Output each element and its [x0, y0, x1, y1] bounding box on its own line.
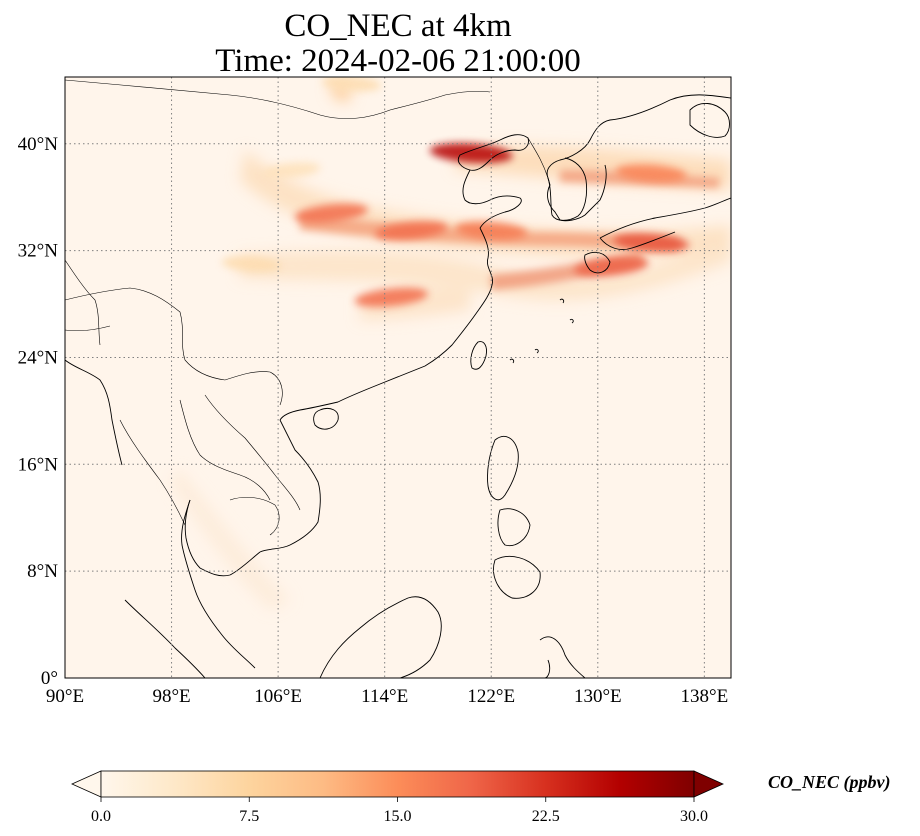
colorbar-extend-high: [693, 770, 724, 798]
vietnam-coastline: [259, 419, 321, 553]
hainan-island: [313, 408, 339, 430]
border-cambodia: [229, 496, 280, 536]
east-china-coastline: [337, 227, 494, 403]
x-tick-label: 122°E: [467, 686, 515, 707]
colorbar-tick-label: 7.5: [239, 808, 259, 825]
hotspot-9: [221, 256, 282, 272]
coastlines: [65, 94, 731, 678]
colorbar-tick-label: 15.0: [384, 808, 412, 825]
border-india-bhutan: [65, 325, 111, 332]
y-tick-label: 16°N: [18, 454, 59, 475]
map-subtitle-time: Time: 2024-02-06 21:00:00: [215, 43, 581, 79]
hotspot-7: [615, 164, 687, 183]
border-china-korea: [527, 137, 549, 179]
colorbar-extend-low: [71, 770, 102, 798]
border-myanmar-thailand: [119, 419, 186, 526]
x-tick-label: 114°E: [361, 686, 408, 707]
japan-honshu: [599, 197, 731, 250]
japan-kyushu: [584, 251, 611, 274]
border-china-vietnam: [224, 371, 283, 406]
y-tick-label: 32°N: [18, 241, 59, 262]
border-china-myanmar: [65, 287, 226, 381]
country-borders: [65, 79, 549, 536]
philippines-luzon: [487, 436, 519, 501]
x-tick-label: 138°E: [681, 686, 729, 707]
hotspot-4: [294, 203, 369, 223]
indochina-gulf: [184, 499, 261, 577]
y-tick-label: 8°N: [27, 561, 58, 582]
y-tick-label: 40°N: [18, 134, 59, 155]
japan-hokkaido: [689, 103, 730, 138]
china-coastline: [546, 94, 731, 222]
philippines-mindanao: [493, 556, 541, 599]
x-tick-label: 90°E: [46, 686, 84, 707]
colorbar: 0.0 7.5 15.0 22.5 30.0 CO_NEC (ppbv): [71, 770, 891, 825]
border-thailand-laos: [179, 399, 271, 501]
colorbar-tick-label: 22.5: [532, 808, 560, 825]
colorbar-tick-label: 0.0: [91, 808, 111, 825]
south-china-coastline: [279, 401, 339, 421]
hotspot-11: [321, 77, 381, 92]
hotspot-8: [354, 287, 428, 307]
malay-peninsula: [181, 499, 256, 669]
y-tick-label: 0°: [41, 668, 58, 689]
border-mongolia-china: [65, 79, 491, 119]
latitude-tick-labels: 0° 8°N 16°N 24°N 32°N 40°N: [18, 134, 59, 689]
hotspot-layer: [221, 77, 689, 307]
colorbar-ticks: 0.0 7.5 15.0 22.5 30.0: [91, 797, 708, 825]
hotspot-10: [262, 162, 321, 179]
colorbar-gradient: [100, 770, 695, 798]
korea-peninsula: [547, 157, 588, 221]
longitude-tick-labels: 90°E 98°E 106°E 114°E 122°E 130°E 138°E: [46, 686, 728, 707]
hotspot-5: [613, 233, 689, 252]
x-tick-label: 106°E: [254, 686, 302, 707]
border-laos-vietnam: [204, 394, 301, 511]
plume-band-light: [170, 470, 290, 610]
taiwan-island: [470, 341, 487, 370]
x-tick-label: 98°E: [152, 686, 190, 707]
sumatra-island: [124, 599, 206, 678]
y-tick-label: 24°N: [18, 347, 59, 368]
myanmar-coastline: [65, 359, 123, 466]
shandong-coastline: [462, 169, 522, 229]
small-islands: [509, 298, 574, 364]
map-frame: [64, 76, 732, 679]
gridlines: [65, 77, 731, 678]
map-title: CO_NEC at 4km: [284, 8, 512, 44]
colorbar-label: CO_NEC (ppbv): [768, 772, 891, 793]
borneo-island: [319, 596, 442, 678]
plume-band-light: [240, 240, 731, 301]
colorbar-tick-label: 30.0: [680, 808, 708, 825]
border-india-myanmar: [65, 259, 101, 346]
hotspot-2: [374, 221, 448, 241]
philippines-visayas: [497, 508, 531, 547]
x-tick-label: 130°E: [574, 686, 622, 707]
